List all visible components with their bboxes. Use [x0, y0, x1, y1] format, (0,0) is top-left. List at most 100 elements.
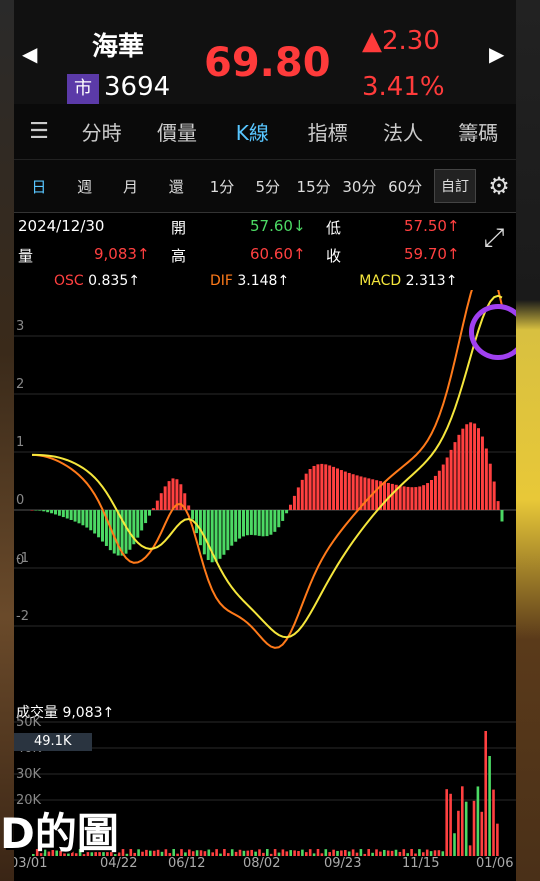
volume-bar: [125, 853, 129, 856]
volume-bar: [168, 853, 172, 856]
osc-bar: [289, 504, 292, 510]
osc-bar: [300, 479, 304, 510]
osc-bar: [50, 510, 54, 514]
stock-header: ◀ 海華 市 3694 69.80 ▲2.30 3.41% ▶: [14, 0, 516, 104]
volume-bar: [78, 849, 82, 856]
volume-bar: [312, 853, 316, 856]
osc-bar: [402, 486, 406, 510]
osc-bar: [461, 428, 465, 510]
osc-bar: [336, 468, 339, 510]
osc-bar: [104, 510, 108, 546]
volume-bar: [324, 849, 328, 856]
osc-bar: [406, 486, 410, 510]
price-change: ▲2.30: [362, 26, 440, 56]
low-label: 低: [326, 219, 342, 237]
osc-bar: [148, 510, 151, 516]
volume-bar: [390, 850, 394, 856]
tab-kline[interactable]: K線: [235, 121, 269, 145]
osc-bar: [296, 487, 300, 510]
osc-bar: [140, 510, 144, 531]
period-1min[interactable]: 1分: [209, 177, 235, 196]
tab-institutional[interactable]: 法人: [382, 121, 423, 145]
volume-title-value: 9,083↑: [62, 705, 115, 721]
volume-bar: [117, 852, 121, 856]
volume-chart: 50K40K30K20K: [14, 715, 516, 856]
menu-icon[interactable]: ☰: [29, 119, 49, 144]
tab-chips[interactable]: 籌碼: [458, 121, 499, 145]
osc-bar: [34, 510, 38, 511]
volume-bar: [35, 849, 39, 856]
period-day[interactable]: 日: [31, 177, 47, 196]
volume-bar: [246, 850, 250, 856]
osc-bar: [426, 483, 430, 510]
volume-bar: [351, 849, 355, 856]
osc-bar: [226, 510, 230, 551]
osc-bar: [230, 510, 234, 546]
osc-bar: [198, 510, 202, 546]
next-stock-icon[interactable]: ▶: [489, 42, 505, 66]
osc-bar: [253, 510, 257, 536]
volume-bar: [410, 849, 413, 856]
volume-bar: [262, 852, 265, 856]
osc-bar: [175, 479, 179, 510]
tab-price-volume[interactable]: 價量: [156, 121, 197, 145]
osc-bar: [469, 422, 473, 510]
osc-bar: [242, 510, 245, 537]
tab-indicators[interactable]: 指標: [307, 121, 348, 145]
osc-bar: [390, 483, 394, 510]
osc-bar: [128, 510, 132, 550]
volume-bar: [242, 850, 246, 856]
volume-bar: [359, 849, 363, 856]
osc-bar: [261, 510, 265, 537]
prev-stock-icon[interactable]: ◀: [22, 42, 38, 66]
period-month[interactable]: 月: [122, 177, 138, 196]
volume-bar: [285, 851, 289, 856]
volume-cursor-box: 49.1K: [14, 733, 92, 751]
volume-title-label: 成交量: [16, 705, 58, 721]
osc-bar: [42, 510, 46, 512]
volume-bar: [234, 851, 238, 856]
volume-tick-label: 50K: [16, 715, 42, 730]
expand-icon[interactable]: ⤢: [483, 223, 505, 253]
osc-bar: [488, 463, 492, 510]
osc-bar: [500, 510, 504, 522]
osc-bar: [38, 510, 42, 511]
period-15min[interactable]: 15分: [296, 177, 331, 196]
osc-bar: [132, 510, 136, 545]
stock-price: 69.80: [204, 40, 331, 86]
osc-bar: [30, 510, 34, 511]
volume-bar: [425, 849, 429, 856]
volume-bar: [113, 849, 117, 856]
volume-bar: [457, 810, 460, 856]
volume-bar: [433, 850, 437, 856]
osc-bar: [441, 464, 445, 510]
volume-bar: [67, 852, 70, 856]
y-tick-label: 1: [16, 435, 24, 450]
volume-bar: [480, 811, 484, 856]
period-5min[interactable]: 5分: [255, 177, 281, 196]
date-tick: 06/12: [168, 856, 206, 871]
volume-bar: [445, 789, 448, 856]
volume-title: 成交量 9,083↑: [16, 702, 114, 722]
tab-intraday[interactable]: 分時: [81, 121, 122, 145]
period-week[interactable]: 週: [77, 177, 93, 196]
osc-bar: [101, 510, 104, 542]
osc-bar: [210, 510, 214, 563]
volume-bar: [184, 852, 187, 856]
date-tick: 03/01: [14, 856, 48, 871]
period-60min[interactable]: 60分: [388, 177, 423, 196]
osc-bar: [257, 510, 261, 536]
custom-period-button[interactable]: 自訂: [434, 169, 477, 203]
volume-bar: [98, 851, 101, 856]
volume-bar: [102, 850, 105, 856]
date-tick: 11/15: [402, 856, 440, 871]
period-adjusted[interactable]: 還: [168, 177, 184, 196]
period-30min[interactable]: 30分: [342, 177, 377, 196]
osc-bar: [155, 500, 159, 510]
osc-bar: [484, 448, 488, 510]
gear-icon[interactable]: ⚙: [488, 172, 510, 200]
volume-bar: [90, 852, 94, 856]
osc-bar: [398, 485, 402, 510]
volume-bar: [180, 849, 183, 856]
volume-bar: [347, 851, 351, 856]
